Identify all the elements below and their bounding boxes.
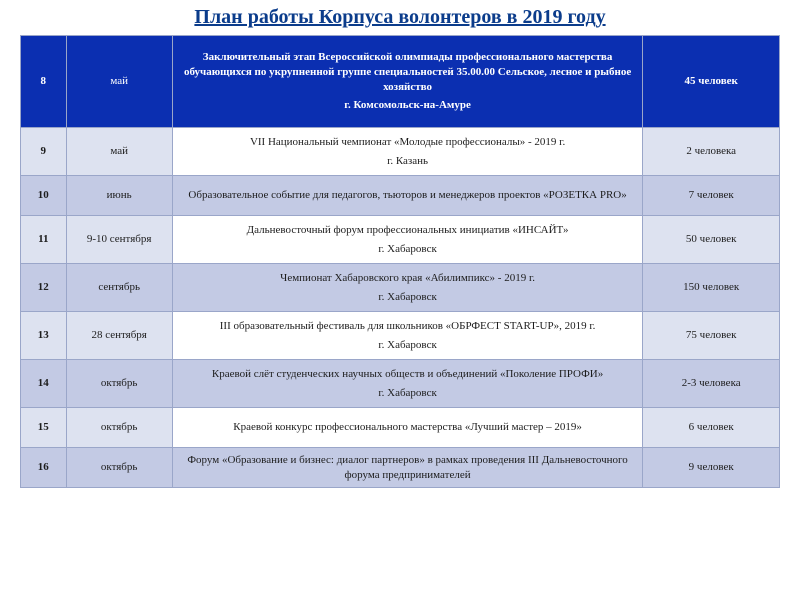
- row-number: 8: [21, 36, 67, 128]
- row-month: октябрь: [66, 448, 172, 488]
- row-count: 45 человек: [643, 36, 780, 128]
- event-line1: Краевой конкурс профессионального мастер…: [233, 421, 582, 433]
- event-line2: г. Хабаровск: [179, 338, 637, 353]
- row-number: 15: [21, 408, 67, 448]
- row-month: 9-10 сентября: [66, 216, 172, 264]
- row-month: май: [66, 128, 172, 176]
- row-count: 6 человек: [643, 408, 780, 448]
- table-row: 16октябрь Форум «Образование и бизнес: ди…: [21, 448, 780, 488]
- event-line1: Форум «Образование и бизнес: диалог парт…: [187, 454, 627, 481]
- row-month: 28 сентября: [66, 312, 172, 360]
- row-month: сентябрь: [66, 264, 172, 312]
- event-line2: г. Хабаровск: [179, 242, 637, 257]
- row-number: 11: [21, 216, 67, 264]
- table-row: 9май VII Национальный чемпионат «Молодые …: [21, 128, 780, 176]
- table-row: 8май Заключительный этап Всероссийской ол…: [21, 36, 780, 128]
- table-row: 119-10 сентября Дальневосточный форум про…: [21, 216, 780, 264]
- table-row: 15октябрь Краевой конкурс профессионально…: [21, 408, 780, 448]
- row-month: май: [66, 36, 172, 128]
- row-count: 2 человека: [643, 128, 780, 176]
- table-row: 14октябрь Краевой слёт студенческих научн…: [21, 360, 780, 408]
- event-line2: г. Хабаровск: [179, 386, 637, 401]
- event-line2: г. Хабаровск: [179, 290, 637, 305]
- row-month: июнь: [66, 176, 172, 216]
- row-number: 12: [21, 264, 67, 312]
- row-event: III образовательный фестиваль для школьн…: [172, 312, 643, 360]
- row-number: 16: [21, 448, 67, 488]
- row-count: 9 человек: [643, 448, 780, 488]
- row-month: октябрь: [66, 360, 172, 408]
- row-count: 2-3 человека: [643, 360, 780, 408]
- row-event: VII Национальный чемпионат «Молодые проф…: [172, 128, 643, 176]
- event-line1: Чемпионат Хабаровского края «Абилимпикс»…: [280, 272, 535, 284]
- event-line1: Заключительный этап Всероссийской олимпи…: [184, 51, 631, 93]
- row-month: октябрь: [66, 408, 172, 448]
- page: План работы Корпуса волонтеров в 2019 го…: [0, 0, 800, 600]
- event-line2: г. Комсомольск-на-Амуре: [179, 98, 637, 113]
- row-event: Форум «Образование и бизнес: диалог парт…: [172, 448, 643, 488]
- row-event: Образовательное событие для педагогов, т…: [172, 176, 643, 216]
- row-number: 9: [21, 128, 67, 176]
- row-count: 75 человек: [643, 312, 780, 360]
- table-row: 10июнь Образовательное событие для педаго…: [21, 176, 780, 216]
- row-event: Краевой слёт студенческих научных общест…: [172, 360, 643, 408]
- row-event: Дальневосточный форум профессиональных и…: [172, 216, 643, 264]
- row-count: 7 человек: [643, 176, 780, 216]
- row-event: Краевой конкурс профессионального мастер…: [172, 408, 643, 448]
- row-number: 10: [21, 176, 67, 216]
- row-number: 13: [21, 312, 67, 360]
- event-line1: Дальневосточный форум профессиональных и…: [247, 224, 569, 236]
- page-title: План работы Корпуса волонтеров в 2019 го…: [20, 6, 780, 29]
- event-line1: VII Национальный чемпионат «Молодые проф…: [250, 136, 565, 148]
- row-count: 150 человек: [643, 264, 780, 312]
- event-line1: III образовательный фестиваль для школьн…: [220, 320, 596, 332]
- row-event: Чемпионат Хабаровского края «Абилимпикс»…: [172, 264, 643, 312]
- table-row: 1328 сентября III образовательный фестива…: [21, 312, 780, 360]
- event-line1: Краевой слёт студенческих научных общест…: [212, 368, 603, 380]
- row-number: 14: [21, 360, 67, 408]
- row-count: 50 человек: [643, 216, 780, 264]
- table-row: 12сентябрь Чемпионат Хабаровского края «А…: [21, 264, 780, 312]
- plan-table: 8май Заключительный этап Всероссийской ол…: [20, 35, 780, 488]
- row-event: Заключительный этап Всероссийской олимпи…: [172, 36, 643, 128]
- event-line2: г. Казань: [179, 154, 637, 169]
- event-line1: Образовательное событие для педагогов, т…: [188, 189, 626, 201]
